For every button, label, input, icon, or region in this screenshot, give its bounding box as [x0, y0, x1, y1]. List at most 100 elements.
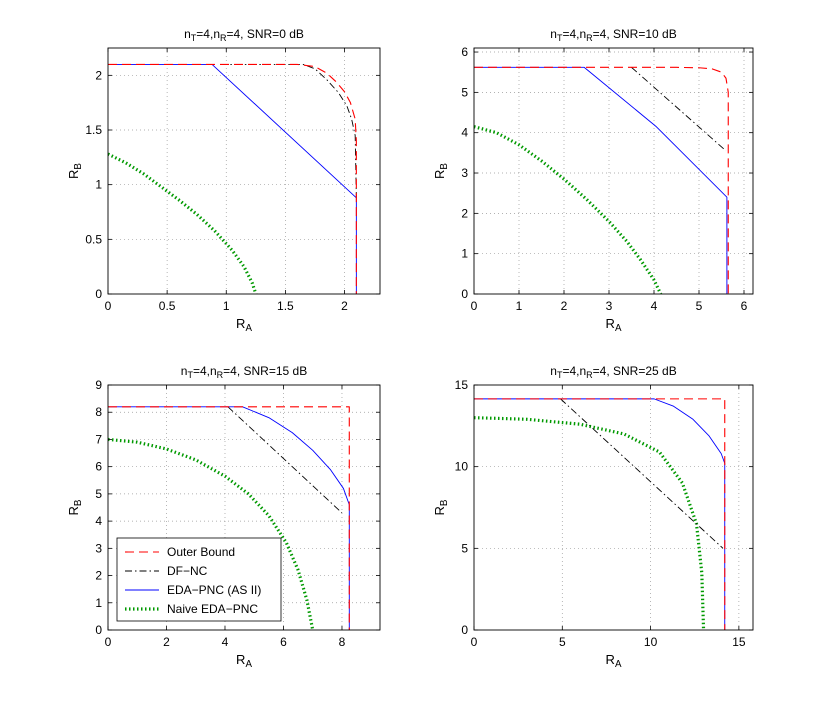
x-axis-label-part: A: [615, 659, 622, 670]
x-tick-label: 1.5: [277, 299, 294, 313]
y-tick-label: 1: [95, 596, 102, 610]
x-axis-label-part: R: [606, 316, 615, 331]
y-tick-label: 15: [455, 378, 469, 392]
legend-label-outer: Outer Bound: [167, 545, 235, 559]
x-tick-label: 0.5: [159, 299, 176, 313]
y-tick-label: 1.5: [85, 123, 102, 137]
x-tick-label: 5: [696, 299, 703, 313]
y-tick-label: 1: [95, 178, 102, 192]
chart-title-part: R: [586, 33, 593, 43]
y-axis-label-part: R: [66, 506, 81, 515]
series-group: [108, 406, 350, 630]
y-tick-label: 5: [461, 85, 468, 99]
y-tick-label: 0: [95, 623, 102, 637]
y-tick-label: 0: [95, 287, 102, 301]
x-axis-label-part: R: [236, 652, 245, 667]
x-tick-label: 6: [741, 299, 748, 313]
x-tick-label: 0: [105, 635, 112, 649]
x-tick-label: 3: [606, 299, 613, 313]
x-axis-label-part: A: [615, 323, 622, 334]
y-axis-label-part: R: [66, 170, 81, 179]
chart-title-part: =4, SNR=15 dB: [223, 364, 307, 378]
x-tick-label: 2: [163, 635, 170, 649]
x-tick-label: 1: [223, 299, 230, 313]
axes-box: [107, 384, 381, 631]
axes-box: [473, 47, 754, 295]
series-line-outer: [474, 66, 729, 294]
series-line-naive: [108, 152, 258, 294]
axes-box: [107, 47, 381, 295]
y-tick-label: 3: [461, 166, 468, 180]
legend: Outer Bound DF−NC EDA−PNC (AS II) Naive EDA…: [116, 537, 282, 622]
y-axis-label: RB: [66, 500, 84, 516]
x-axis-label-part: R: [606, 652, 615, 667]
y-tick-label: 2: [95, 68, 102, 82]
chart-title-part: =4, SNR=10 dB: [593, 27, 677, 41]
series-line-naive: [474, 125, 663, 294]
legend-label-eda: EDA−PNC (AS II): [167, 583, 261, 597]
series-group: [474, 398, 726, 630]
chart-title-part: =4,n: [193, 364, 217, 378]
x-tick-label: 15: [732, 635, 746, 649]
series-group: [474, 66, 729, 294]
y-axis-label-part: B: [73, 163, 84, 170]
y-axis-label-part: R: [432, 170, 447, 179]
y-tick-label: 6: [95, 460, 102, 474]
chart-title-part: =4, SNR=0 dB: [227, 27, 304, 41]
x-tick-label: 1: [516, 299, 523, 313]
series-line-dfnc: [631, 67, 727, 152]
chart-title-part: R: [586, 370, 593, 380]
chart-title: nT=4,nR=4, SNR=25 dB: [550, 364, 676, 380]
chart-title-part: n: [184, 27, 191, 41]
chart-title-part: =4,n: [562, 27, 586, 41]
series-line-outer: [108, 406, 350, 630]
series-line-naive: [474, 416, 706, 630]
y-tick-label: 10: [455, 460, 469, 474]
y-axis-label-part: B: [439, 163, 450, 170]
y-tick-label: 0: [461, 623, 468, 637]
x-tick-label: 4: [651, 299, 658, 313]
y-tick-label: 7: [95, 432, 102, 446]
x-tick-label: 10: [644, 635, 658, 649]
y-tick-label: 8: [95, 405, 102, 419]
y-tick-label: 0.5: [85, 232, 102, 246]
chart-title-part: T: [191, 33, 197, 43]
series-line-eda: [474, 66, 728, 294]
x-axis-label: RA: [236, 316, 252, 334]
x-tick-label: 0: [471, 299, 478, 313]
y-tick-label: 6: [461, 45, 468, 59]
chart-title: nT=4,nR=4, SNR=10 dB: [550, 27, 676, 43]
y-axis-label-part: R: [432, 506, 447, 515]
chart-title-part: =4, SNR=25 dB: [593, 364, 677, 378]
y-axis-label: RB: [432, 500, 450, 516]
chart-title-part: T: [557, 370, 563, 380]
x-axis-label-part: R: [236, 316, 245, 331]
series-line-eda: [108, 63, 357, 294]
chart-title-part: R: [220, 33, 227, 43]
x-tick-label: 0: [471, 635, 478, 649]
y-tick-label: 5: [95, 487, 102, 501]
chart-title-part: n: [550, 27, 557, 41]
x-tick-label: 6: [280, 635, 287, 649]
x-axis-label: RA: [236, 652, 252, 670]
legend-label-dfnc: DF−NC: [167, 564, 208, 578]
chart-title-part: T: [187, 370, 193, 380]
series-line-eda: [108, 406, 350, 630]
series-line-dfnc: [560, 398, 724, 549]
chart-title-part: n: [550, 364, 557, 378]
x-axis-label: RA: [606, 652, 622, 670]
y-tick-label: 1: [461, 247, 468, 261]
series-line-dfnc: [227, 406, 343, 514]
x-axis-label-part: A: [245, 659, 252, 670]
chart-title-part: =4,n: [196, 27, 220, 41]
y-axis-label-part: B: [439, 500, 450, 507]
x-axis-label-part: A: [245, 323, 252, 334]
series-line-dfnc: [220, 63, 357, 198]
y-tick-label: 9: [95, 378, 102, 392]
axes-box: [473, 384, 754, 631]
x-tick-label: 5: [559, 635, 566, 649]
